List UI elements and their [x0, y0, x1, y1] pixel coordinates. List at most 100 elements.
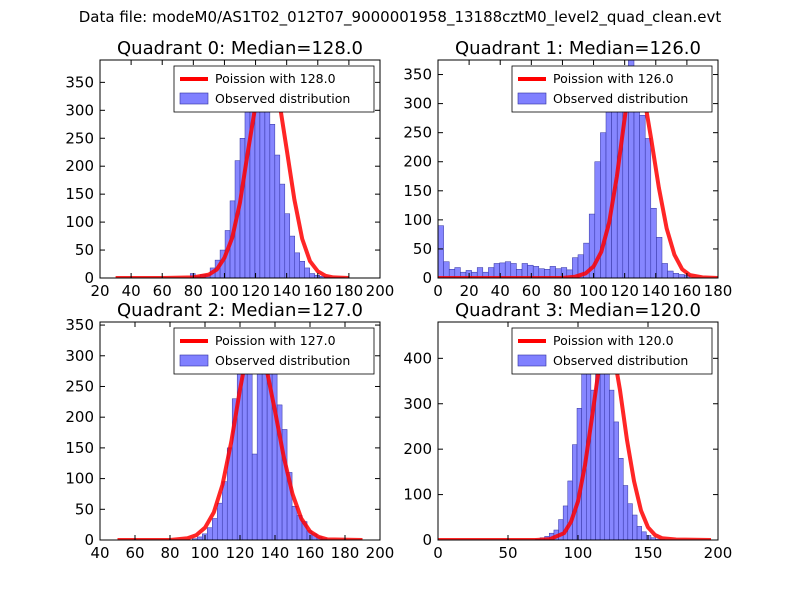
y-tick-label: 150: [65, 439, 94, 457]
x-tick-label: 180: [704, 282, 733, 300]
x-tick-label: 200: [366, 282, 395, 300]
x-tick-label: 100: [210, 282, 239, 300]
legend: Poission with 128.0 Observed distribution: [173, 65, 375, 113]
x-tick-label: 60: [153, 282, 172, 300]
y-tick-label: 0: [84, 269, 94, 287]
x-tick-label: 0: [433, 282, 443, 300]
x-tick-label: 100: [191, 544, 220, 562]
histogram-bar: [604, 362, 610, 540]
histogram-bar: [605, 103, 612, 278]
y-tick-label: 50: [75, 500, 94, 518]
histogram-bar: [279, 183, 286, 278]
histogram-bar: [221, 481, 228, 540]
histogram-bar: [667, 270, 674, 278]
x-tick-label: 160: [673, 282, 702, 300]
histogram-bar: [217, 502, 223, 540]
x-tick-label: 180: [335, 282, 364, 300]
x-tick-label: 120: [226, 544, 255, 562]
histogram-bar: [622, 485, 629, 540]
x-tick-label: 60: [522, 282, 541, 300]
x-tick-label: 160: [296, 544, 325, 562]
histogram-bar: [678, 274, 685, 278]
histogram-bar: [289, 235, 296, 278]
y-tick-label: 400: [403, 349, 432, 367]
y-tick-label: 300: [403, 395, 432, 413]
histogram-bar: [646, 535, 652, 540]
chart-panel-1: 0 20 40 60 80 100 120 140 160 1800501001502002503…: [403, 38, 732, 300]
chart-title: Quadrant 1: Median=126.0: [455, 38, 701, 59]
x-tick-label: 0: [433, 544, 443, 562]
y-tick-label: 150: [65, 185, 94, 203]
y-tick-label: 0: [84, 531, 94, 549]
legend-observed-label: Observed distribution: [553, 353, 688, 368]
y-tick-label: 100: [65, 470, 94, 488]
histogram-bar: [212, 518, 218, 540]
histogram-bar: [269, 124, 276, 278]
histogram-bar: [510, 263, 517, 278]
chart-title: Quadrant 2: Median=127.0: [117, 300, 363, 321]
x-tick-label: 20: [460, 282, 479, 300]
histogram-bar: [572, 444, 578, 540]
legend-observed-label: Observed distribution: [553, 91, 688, 106]
legend-bar-swatch: [517, 92, 547, 105]
x-tick-label: 50: [498, 544, 517, 562]
histogram-bar: [632, 514, 638, 540]
legend: Poission with 126.0 Observed distribution: [511, 65, 713, 113]
y-tick-label: 200: [65, 408, 94, 426]
histogram-bar: [259, 93, 266, 278]
legend-fit-label: Poission with 128.0: [215, 71, 336, 86]
x-tick-label: 160: [303, 282, 332, 300]
histogram-bar: [299, 260, 305, 278]
y-tick-label: 300: [65, 347, 94, 365]
histogram-bar: [264, 110, 271, 278]
legend-observed-label: Observed distribution: [215, 353, 350, 368]
x-tick-label: 140: [261, 544, 290, 562]
y-tick-label: 350: [403, 66, 432, 84]
histogram-bar: [656, 237, 663, 278]
histogram-bar: [504, 261, 512, 278]
legend-bar-swatch: [179, 354, 209, 367]
histogram-bar: [639, 114, 646, 278]
y-tick-label: 0: [422, 531, 432, 549]
legend: Poission with 120.0 Observed distribution: [511, 327, 713, 375]
x-tick-label: 60: [125, 544, 144, 562]
legend-fit-label: Poission with 126.0: [553, 71, 674, 86]
y-tick-label: 0: [422, 269, 432, 287]
y-tick-label: 200: [65, 157, 94, 175]
histogram-bar: [636, 526, 642, 540]
histogram-bar: [304, 267, 310, 278]
x-tick-label: 140: [641, 282, 670, 300]
y-tick-label: 200: [403, 440, 432, 458]
histogram-bar: [627, 503, 633, 540]
y-tick-label: 50: [75, 241, 94, 259]
histogram-bar: [567, 480, 573, 540]
y-tick-label: 250: [65, 129, 94, 147]
histogram-bar: [633, 85, 640, 278]
x-tick-label: 150: [634, 544, 663, 562]
x-tick-label: 80: [184, 282, 203, 300]
chart-panel-0: 20 40 60 80 100 120 140 160 180 20005010015020025…: [65, 38, 394, 300]
chart-title: Quadrant 0: Median=128.0: [117, 38, 363, 59]
axes-frame: [437, 59, 719, 279]
histogram-bar: [438, 225, 444, 278]
y-tick-label: 50: [413, 240, 432, 258]
y-tick-label: 100: [65, 213, 94, 231]
histogram-bar: [613, 421, 619, 540]
x-tick-label: 200: [704, 544, 733, 562]
histogram-bar: [271, 352, 278, 540]
legend-box: [511, 65, 713, 113]
x-tick-label: 40: [90, 544, 109, 562]
legend-observed-label: Observed distribution: [215, 91, 350, 106]
legend-box: [173, 327, 375, 375]
histogram-bar: [284, 213, 291, 278]
y-tick-label: 300: [403, 95, 432, 113]
legend-box: [511, 327, 713, 375]
histogram-bars: [192, 334, 328, 540]
legend-box: [173, 65, 375, 113]
figure-title: Data file: modeM0/AS1T02_012T07_90000019…: [78, 8, 722, 26]
axes-frame: [99, 59, 381, 279]
y-tick-label: 250: [65, 377, 94, 395]
histogram-bar: [521, 263, 528, 278]
histogram-bar: [309, 273, 315, 278]
